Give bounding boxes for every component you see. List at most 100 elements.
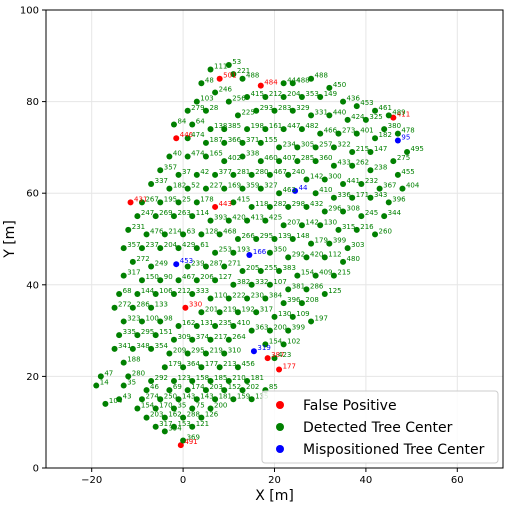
detected-tree-center-point: [280, 126, 287, 133]
detected-tree-center-point-label: 335: [123, 328, 136, 336]
detected-tree-center-point-label: 296: [328, 205, 342, 213]
detected-tree-center-point: [394, 171, 401, 178]
detected-tree-center-point-label: 488: [315, 72, 328, 80]
detected-tree-center-point-label: 425: [269, 214, 282, 222]
detected-tree-center-point-label: 43: [123, 392, 132, 400]
detected-tree-center-point: [276, 158, 283, 165]
detected-tree-center-point: [166, 387, 173, 394]
detected-tree-center-point-label: 100: [145, 314, 158, 322]
detected-tree-center-point: [344, 116, 351, 123]
detected-tree-center-point-label: 221: [237, 67, 250, 75]
false-positive-point: [182, 304, 189, 311]
detected-tree-center-point-label: 203: [150, 411, 163, 419]
detected-tree-center-point: [257, 139, 264, 146]
detected-tree-center-point: [248, 171, 255, 178]
detected-tree-center-point: [266, 203, 273, 210]
detected-tree-center-point: [234, 364, 241, 371]
detected-tree-center-point: [129, 304, 136, 311]
detected-tree-center-point-label: 286: [310, 282, 324, 290]
detected-tree-center-point: [239, 268, 246, 275]
detected-tree-center-point: [308, 240, 315, 247]
detected-tree-center-point-label: 215: [337, 269, 350, 277]
detected-tree-center-point-label: 148: [296, 232, 309, 240]
detected-tree-center-point-label: 404: [406, 182, 420, 190]
detected-tree-center-point-label: 239: [191, 259, 204, 267]
detected-tree-center-point-label: 206: [200, 273, 214, 281]
detected-tree-center-point: [157, 245, 164, 252]
detected-tree-center-point-label: 305: [301, 140, 314, 148]
legend-marker-detected-tree-center: [276, 423, 284, 431]
detected-tree-center-point: [280, 94, 287, 101]
false-positive-point: [390, 114, 397, 121]
detected-tree-center-point: [303, 286, 310, 293]
detected-tree-center-point-label: 249: [155, 259, 168, 267]
detected-tree-center-point-label: 420: [310, 250, 323, 258]
x-tick-label: −20: [81, 475, 102, 486]
detected-tree-center-point-label: 410: [319, 186, 332, 194]
detected-tree-center-point: [326, 240, 333, 247]
detected-tree-center-point-label: 68: [123, 287, 132, 295]
detected-tree-center-point: [239, 139, 246, 146]
detected-tree-center-point-label: 274: [145, 392, 159, 400]
detected-tree-center-point: [170, 121, 177, 128]
detected-tree-center-point-label: 35: [177, 401, 186, 409]
detected-tree-center-point-label: 69: [173, 383, 182, 391]
detected-tree-center-point: [257, 185, 264, 192]
detected-tree-center-point: [376, 185, 383, 192]
detected-tree-center-point: [180, 437, 187, 444]
detected-tree-center-point: [225, 98, 232, 105]
detected-tree-center-point-label: 61: [200, 241, 209, 249]
detected-tree-center-point-label: 441: [347, 177, 360, 185]
detected-tree-center-point-label: 399: [333, 237, 346, 245]
false-positive-point: [216, 75, 223, 82]
legend: False Positive Detected Tree Center Misp…: [261, 390, 499, 464]
detected-tree-center-point-label: 178: [200, 195, 213, 203]
detected-tree-center-point-label: 231: [132, 223, 145, 231]
detected-tree-center-point: [353, 130, 360, 137]
legend-label-mispositioned-tree-center: Mispositioned Tree Center: [303, 442, 485, 458]
detected-tree-center-point-label: 350: [273, 246, 286, 254]
detected-tree-center-point-label: 130: [278, 310, 291, 318]
detected-tree-center-point: [175, 277, 182, 284]
detected-tree-center-point-label: 331: [315, 108, 328, 116]
detected-tree-center-point: [161, 364, 168, 371]
detected-tree-center-point-label: 394: [168, 424, 182, 432]
detected-tree-center-point-label: 455: [401, 168, 414, 176]
detected-tree-center-point: [285, 171, 292, 178]
detected-tree-center-point-label: 298: [292, 200, 305, 208]
detected-tree-center-point-label: 213: [223, 360, 236, 368]
detected-tree-center-point: [312, 158, 319, 165]
detected-tree-center-point-label: 337: [155, 177, 168, 185]
detected-tree-center-point: [175, 199, 182, 206]
detected-tree-center-point-label: 174: [191, 383, 205, 391]
detected-tree-center-point-label: 144: [141, 287, 155, 295]
detected-tree-center-point: [161, 231, 168, 238]
detected-tree-center-point: [152, 332, 159, 339]
false-positive-point-label: 387: [271, 351, 284, 359]
detected-tree-center-point: [207, 295, 214, 302]
detected-tree-center-point-label: 85: [269, 383, 278, 391]
detected-tree-center-point: [138, 277, 145, 284]
detected-tree-center-point: [212, 323, 219, 330]
detected-tree-center-point: [253, 107, 260, 114]
detected-tree-center-point: [184, 135, 191, 142]
detected-tree-center-point-label: 402: [228, 154, 241, 162]
detected-tree-center-point-label: 142: [305, 218, 318, 226]
detected-tree-center-point-label: 131: [200, 319, 213, 327]
detected-tree-center-point: [253, 236, 260, 242]
detected-tree-center-point-label: 201: [205, 305, 218, 313]
detected-tree-center-point: [239, 185, 246, 192]
detected-tree-center-point-label: 399: [292, 324, 305, 332]
detected-tree-center-point-label: 195: [164, 195, 177, 203]
detected-tree-center-point-label: 317: [127, 269, 140, 277]
detected-tree-center-point: [193, 171, 200, 178]
detected-tree-center-point: [143, 231, 150, 238]
false-positive-point: [212, 203, 219, 210]
detected-tree-center-point: [157, 318, 164, 325]
detected-tree-center-point-label: 202: [246, 383, 259, 391]
detected-tree-center-point: [193, 396, 200, 403]
detected-tree-center-point: [157, 277, 164, 284]
detected-tree-center-point: [198, 309, 205, 316]
detected-tree-center-point-label: 170: [159, 401, 172, 409]
false-positive-point: [177, 442, 184, 449]
